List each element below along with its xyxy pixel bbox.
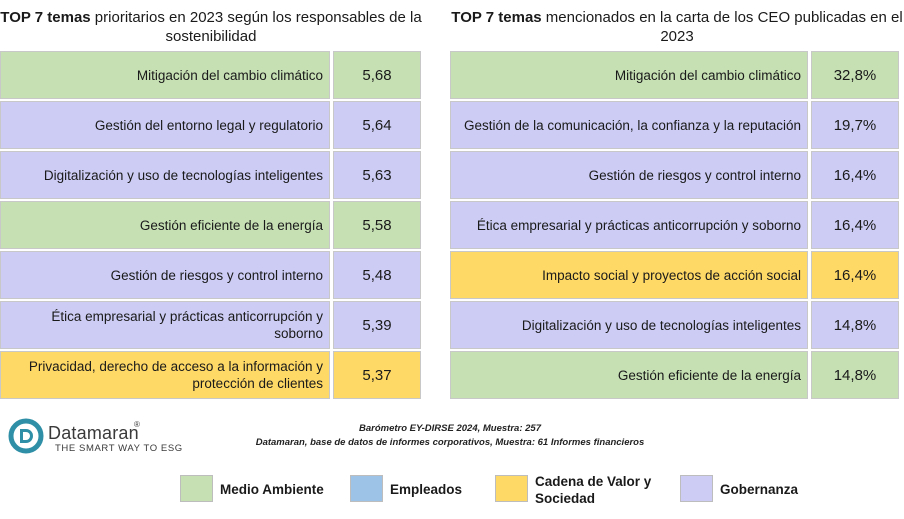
topic-label: Gestión eficiente de la energía [450, 351, 808, 399]
legend-label: Cadena de Valor y Sociedad [535, 474, 652, 506]
topic-percentage: 16,4% [811, 151, 899, 199]
right-title-bold: TOP 7 temas [451, 9, 542, 26]
left-topics-table: Mitigación del cambio climático 5,68 Ges… [0, 51, 421, 401]
table-row: Digitalización y uso de tecnologías inte… [450, 301, 899, 349]
topic-label: Mitigación del cambio climático [0, 51, 330, 99]
table-row: Ética empresarial y prácticas anticorrup… [450, 201, 899, 249]
right-title-rest: mencionados en la carta de los CEO publi… [541, 9, 903, 45]
topic-score: 5,48 [333, 251, 421, 299]
legend-item-gobernanza: Gobernanza [680, 473, 820, 509]
legend-swatch [350, 475, 383, 502]
topic-label: Gestión de riesgos y control interno [0, 251, 330, 299]
table-row: Mitigación del cambio climático 5,68 [0, 51, 421, 99]
topic-score: 5,68 [333, 51, 421, 99]
legend-label: Gobernanza [720, 482, 799, 497]
table-row: Gestión eficiente de la energía 5,58 [0, 201, 421, 249]
topic-label: Digitalización y uso de tecnologías inte… [450, 301, 808, 349]
legend-label: Empleados [390, 482, 463, 497]
legend-item-cadena-valor: Cadena de Valor y Sociedad [495, 473, 670, 509]
legend-swatch [680, 475, 713, 502]
datamaran-logo: Datamaran ® THE SMART WAY TO ESG [6, 416, 196, 456]
topic-label: Mitigación del cambio climático [450, 51, 808, 99]
topic-percentage: 19,7% [811, 101, 899, 149]
topic-label: Gestión eficiente de la energía [0, 201, 330, 249]
table-row: Gestión del entorno legal y regulatorio … [0, 101, 421, 149]
table-row: Gestión de riesgos y control interno 16,… [450, 151, 899, 199]
topic-label: Digitalización y uso de tecnologías inte… [0, 151, 330, 199]
logo-tagline: THE SMART WAY TO ESG [55, 443, 183, 454]
table-row: Impacto social y proyectos de acción soc… [450, 251, 899, 299]
topic-label: Privacidad, derecho de acceso a la infor… [0, 351, 330, 399]
legend-swatch [495, 475, 528, 502]
right-panel-title: TOP 7 temas mencionados en la carta de l… [450, 8, 904, 46]
topic-score: 5,64 [333, 101, 421, 149]
topic-percentage: 14,8% [811, 301, 899, 349]
legend-item-empleados: Empleados [350, 473, 490, 509]
topic-label: Gestión de riesgos y control interno [450, 151, 808, 199]
right-topics-table: Mitigación del cambio climático 32,8% Ge… [450, 51, 899, 401]
topic-percentage: 16,4% [811, 251, 899, 299]
table-row: Privacidad, derecho de acceso a la infor… [0, 351, 421, 399]
logo-name: Datamaran [48, 423, 139, 443]
table-row: Mitigación del cambio climático 32,8% [450, 51, 899, 99]
datamaran-mark-icon [8, 418, 44, 454]
topic-label: Ética empresarial y prácticas anticorrup… [0, 301, 330, 349]
topic-score: 5,58 [333, 201, 421, 249]
source-line-1: Barómetro EY-DIRSE 2024, Muestra: 257 [359, 423, 541, 434]
left-title-bold: TOP 7 temas [0, 9, 91, 26]
legend-item-medio-ambiente: Medio Ambiente [180, 473, 350, 509]
topic-percentage: 14,8% [811, 351, 899, 399]
legend-swatch [180, 475, 213, 502]
topic-label: Ética empresarial y prácticas anticorrup… [450, 201, 808, 249]
topic-percentage: 32,8% [811, 51, 899, 99]
topic-label: Gestión del entorno legal y regulatorio [0, 101, 330, 149]
source-line-2: Datamaran, base de datos de informes cor… [255, 437, 645, 448]
topic-label: Impacto social y proyectos de acción soc… [450, 251, 808, 299]
topic-score: 5,37 [333, 351, 421, 399]
topic-score: 5,39 [333, 301, 421, 349]
left-panel-title: TOP 7 temas prioritarios en 2023 según l… [0, 8, 422, 46]
topic-score: 5,63 [333, 151, 421, 199]
table-row: Gestión de la comunicación, la confianza… [450, 101, 899, 149]
topic-percentage: 16,4% [811, 201, 899, 249]
table-row: Gestión eficiente de la energía 14,8% [450, 351, 899, 399]
left-title-rest: prioritarios en 2023 según los responsab… [90, 9, 422, 45]
topic-label: Gestión de la comunicación, la confianza… [450, 101, 808, 149]
logo-trademark: ® [134, 420, 140, 429]
table-row: Gestión de riesgos y control interno 5,4… [0, 251, 421, 299]
legend-label: Medio Ambiente [220, 482, 324, 497]
table-row: Digitalización y uso de tecnologías inte… [0, 151, 421, 199]
table-row: Ética empresarial y prácticas anticorrup… [0, 301, 421, 349]
